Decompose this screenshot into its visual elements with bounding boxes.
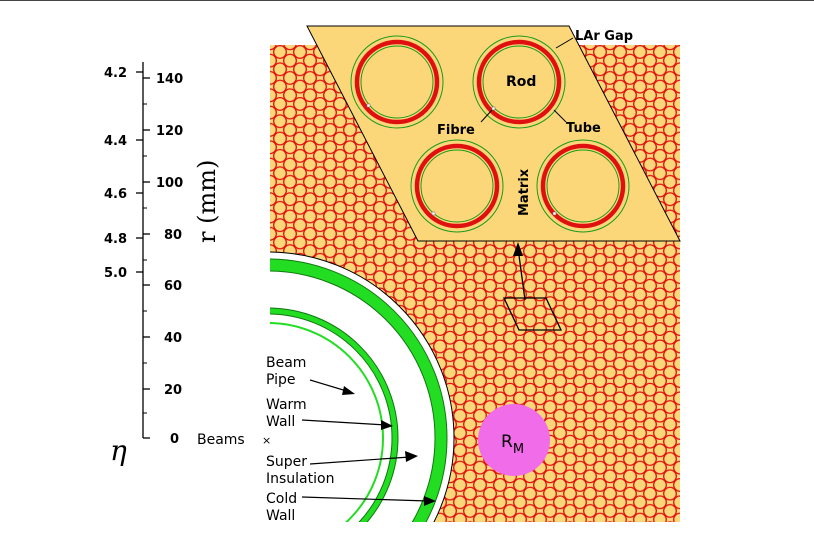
beams-label: Beams	[197, 432, 245, 448]
zoom-arrow-line	[517, 247, 526, 301]
unit-cell-marker	[502, 297, 563, 331]
super-insulation-label-1: Super	[266, 454, 307, 470]
r-tick-40: 40	[164, 331, 182, 346]
fibre-label: Fibre	[437, 123, 475, 138]
inset-unit-cell: LAr Gap Rod Fibre Tube Matrix	[306, 25, 681, 242]
r-tick-60: 60	[164, 279, 182, 294]
beam-pipe-label-1: Beam	[266, 355, 306, 371]
beam-pipe-ring	[270, 322, 384, 522]
r-axis	[136, 62, 150, 439]
eta-tick-4-2: 4.2	[104, 66, 127, 81]
r-axis-title: r (mm)	[193, 160, 221, 243]
warm-wall-arrow	[301, 419, 387, 426]
cold-wall-edge-outer	[270, 258, 448, 522]
warm-wall-arrowhead	[381, 420, 393, 430]
matrix-label: Matrix	[517, 168, 532, 216]
r-tick-140: 140	[156, 72, 183, 87]
tube-leader	[553, 109, 567, 123]
inset-tube-3	[410, 139, 504, 233]
tube-label: Tube	[566, 121, 601, 136]
eta-tick-4-6: 4.6	[104, 187, 127, 202]
super-insulation-label-2: Insulation	[266, 471, 334, 487]
cold-wall-arrow	[301, 496, 429, 502]
eta-tick-4-4: 4.4	[104, 134, 127, 149]
r-tick-120: 120	[156, 124, 183, 139]
r-tick-0: 0	[170, 432, 179, 447]
rm-label: RM	[501, 432, 524, 457]
super-insulation-arrow	[309, 456, 411, 465]
eta-tick-4-8: 4.8	[104, 232, 127, 247]
top-border	[0, 0, 814, 1]
cold-wall-edge-inner	[270, 270, 436, 522]
beam-pipe-label-2: Pipe	[266, 372, 296, 388]
moliere-radius-disk	[478, 404, 550, 476]
lar-gap-leader	[555, 37, 574, 49]
inset-tube-2	[472, 35, 566, 129]
fibre-leader	[480, 109, 493, 123]
eta-axis-title: η	[110, 434, 127, 467]
super-insulation-arrowhead	[405, 451, 418, 462]
lar-gap-label: LAr Gap	[575, 29, 633, 44]
warm-wall-ring	[270, 308, 398, 522]
cold-wall-label-2: Wall	[266, 508, 295, 524]
warm-wall-edge-inner	[270, 313, 393, 522]
r-tick-80: 80	[164, 228, 182, 243]
inset-tube-1	[350, 35, 444, 129]
warm-wall-label-2: Wall	[266, 414, 295, 430]
warm-wall-edge-outer	[270, 307, 399, 522]
cold-wall-ring	[270, 259, 447, 522]
zoom-arrow-head	[513, 242, 523, 256]
cold-wall-arrowhead	[424, 496, 436, 506]
beam-marker: ×	[262, 434, 271, 447]
inset-tube-4	[536, 139, 630, 233]
eta-tick-5-0: 5.0	[104, 266, 127, 281]
warm-wall-label-1: Warm	[266, 397, 307, 413]
cold-wall-label-1: Cold	[266, 491, 297, 507]
rod-label: Rod	[506, 74, 536, 90]
figure-background	[100, 45, 270, 522]
beam-pipe-arrowhead	[342, 386, 355, 395]
r-tick-100: 100	[156, 176, 183, 191]
r-tick-20: 20	[164, 383, 182, 398]
